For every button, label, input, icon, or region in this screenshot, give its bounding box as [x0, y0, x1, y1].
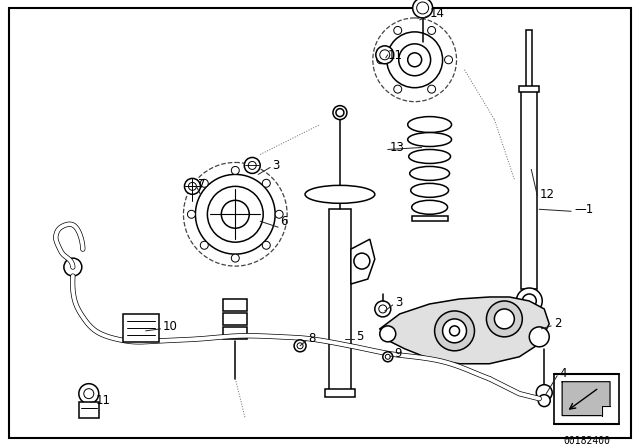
Circle shape [221, 200, 249, 228]
Circle shape [200, 179, 208, 187]
Circle shape [200, 241, 208, 249]
Circle shape [336, 108, 344, 116]
Bar [412, 216, 447, 221]
Circle shape [435, 311, 474, 351]
Circle shape [375, 301, 391, 317]
Circle shape [413, 0, 433, 18]
Text: 9: 9 [395, 347, 403, 360]
Bar [123, 314, 159, 342]
Text: 7: 7 [198, 178, 206, 191]
Text: 4: 4 [559, 367, 566, 380]
Circle shape [376, 46, 394, 64]
Text: 11: 11 [96, 394, 111, 407]
Polygon shape [351, 239, 375, 284]
Ellipse shape [412, 200, 447, 214]
Ellipse shape [410, 166, 449, 181]
Text: 10: 10 [163, 320, 177, 333]
Ellipse shape [409, 150, 451, 164]
Circle shape [380, 50, 390, 60]
Circle shape [262, 241, 270, 249]
Text: 14: 14 [429, 8, 445, 21]
Bar [519, 86, 540, 92]
Text: 11: 11 [388, 49, 403, 62]
Circle shape [522, 294, 536, 308]
Circle shape [262, 179, 270, 187]
Circle shape [297, 343, 303, 349]
Circle shape [377, 56, 385, 64]
Circle shape [449, 326, 460, 336]
Circle shape [443, 319, 467, 343]
Circle shape [184, 178, 200, 194]
Circle shape [79, 383, 99, 404]
Text: 5: 5 [356, 330, 364, 343]
Text: 00182400: 00182400 [563, 435, 610, 445]
Ellipse shape [408, 133, 452, 146]
Text: 2: 2 [554, 317, 562, 330]
Bar [325, 389, 355, 396]
Circle shape [538, 395, 550, 407]
Circle shape [394, 26, 402, 34]
Bar [526, 30, 532, 90]
Bar [223, 327, 247, 339]
Circle shape [445, 56, 452, 64]
Text: 8: 8 [308, 332, 316, 345]
Circle shape [354, 253, 370, 269]
Circle shape [231, 166, 239, 174]
Circle shape [188, 210, 195, 218]
Bar [554, 374, 619, 423]
Bar [223, 313, 247, 325]
Circle shape [379, 305, 387, 313]
Circle shape [516, 288, 542, 314]
Ellipse shape [305, 185, 375, 203]
Bar [329, 209, 351, 394]
Text: —1: —1 [574, 203, 593, 216]
Circle shape [64, 258, 82, 276]
Circle shape [231, 254, 239, 262]
Circle shape [188, 182, 196, 190]
Bar [522, 90, 537, 289]
Polygon shape [380, 297, 549, 364]
Circle shape [408, 53, 422, 67]
Circle shape [294, 340, 306, 352]
Text: 12: 12 [540, 188, 554, 201]
Circle shape [428, 26, 436, 34]
Text: 6: 6 [280, 215, 287, 228]
Circle shape [486, 301, 522, 337]
Text: 3: 3 [395, 297, 402, 310]
Circle shape [428, 85, 436, 93]
Polygon shape [602, 405, 610, 416]
Circle shape [394, 85, 402, 93]
Ellipse shape [411, 183, 449, 197]
Ellipse shape [408, 116, 452, 133]
Circle shape [333, 106, 347, 120]
Circle shape [248, 161, 256, 169]
Circle shape [244, 157, 260, 173]
Circle shape [275, 210, 283, 218]
Circle shape [536, 385, 552, 401]
Circle shape [495, 309, 515, 329]
Circle shape [380, 326, 396, 342]
Circle shape [385, 354, 390, 359]
Circle shape [383, 352, 393, 362]
Bar [79, 401, 99, 418]
Bar [223, 299, 247, 311]
Circle shape [529, 327, 549, 347]
Polygon shape [562, 382, 610, 416]
Text: 13: 13 [390, 141, 404, 154]
Circle shape [417, 2, 429, 14]
Text: 3: 3 [272, 159, 280, 172]
Circle shape [84, 389, 94, 399]
